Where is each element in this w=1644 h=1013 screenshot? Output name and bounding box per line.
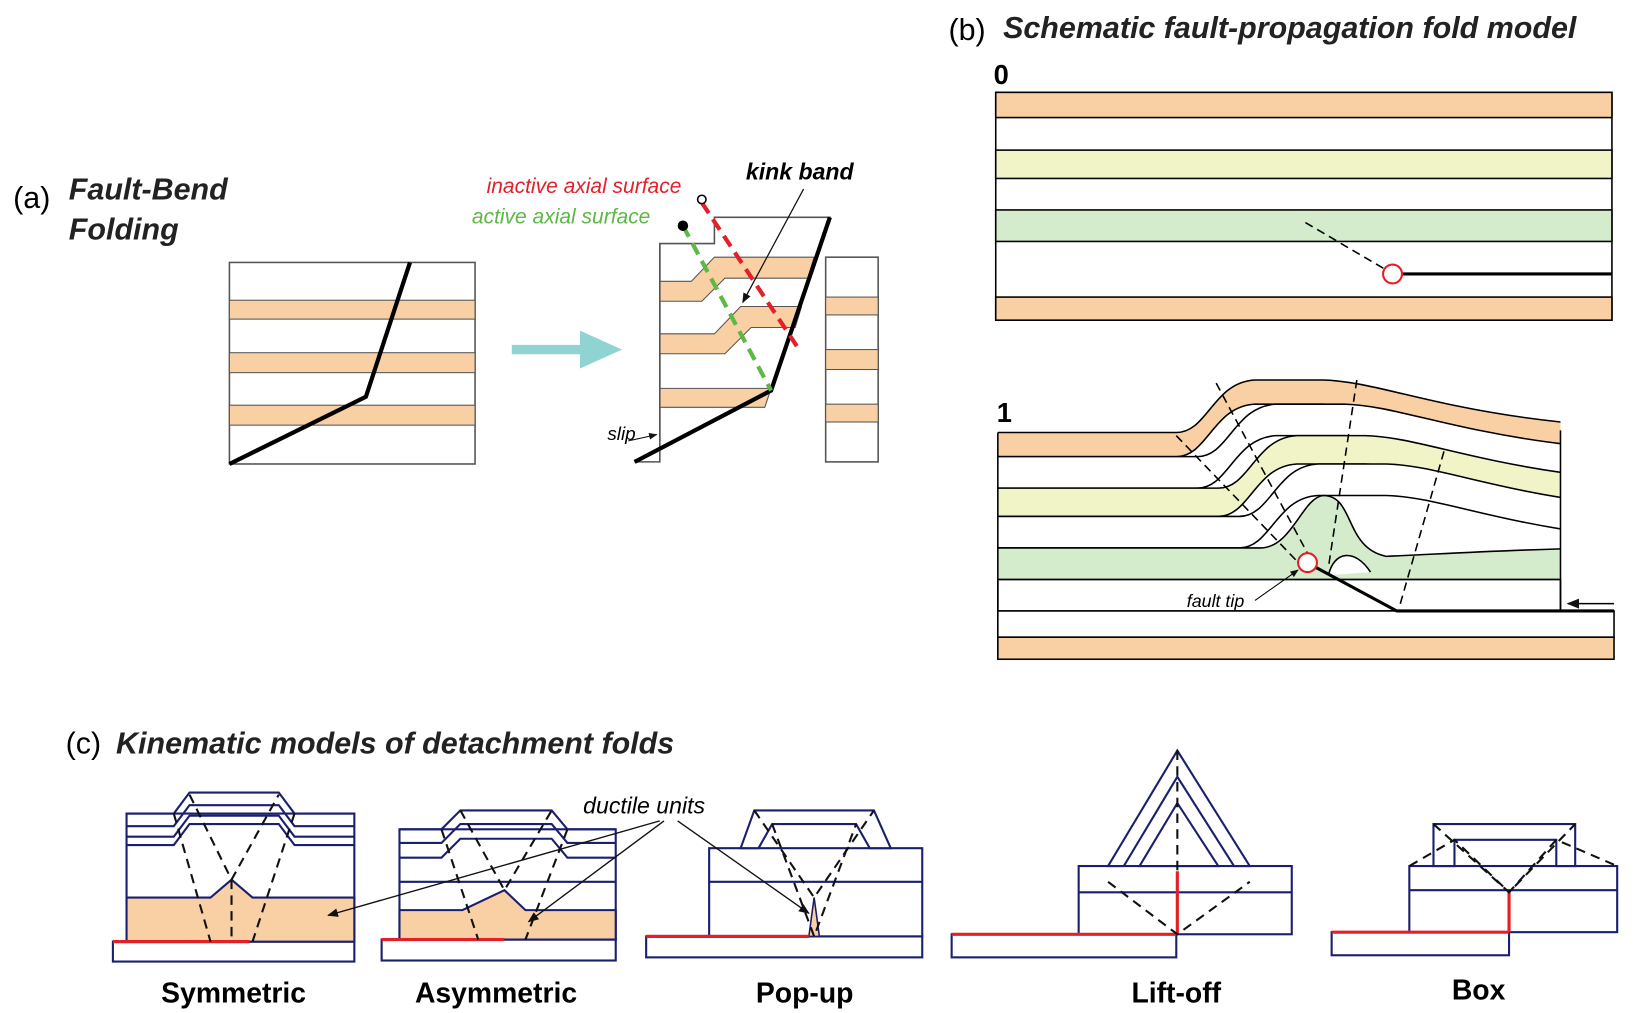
shape-rect xyxy=(646,936,922,957)
shape-rect xyxy=(998,611,1614,637)
shape-rect xyxy=(998,637,1614,659)
marker-circle xyxy=(678,220,688,230)
shape xyxy=(741,810,891,848)
shape-rect xyxy=(229,300,475,319)
group xyxy=(840,380,1644,579)
shape-rect xyxy=(382,940,616,961)
stage-label: 0 xyxy=(994,59,1009,90)
outline xyxy=(127,793,355,814)
annotation: slip xyxy=(607,424,635,445)
shape-rect xyxy=(113,942,354,962)
shape-rect xyxy=(826,297,878,315)
annotation: active axial surface xyxy=(472,206,650,229)
shape-rect xyxy=(996,92,1612,117)
shape-rect xyxy=(229,353,475,373)
model-label: Asymmetric xyxy=(415,978,577,1010)
group xyxy=(996,92,1612,320)
model-label: Box xyxy=(1452,974,1506,1006)
shape-rect xyxy=(998,579,1561,610)
annotation: kink band xyxy=(746,159,855,185)
stage-label: 1 xyxy=(997,397,1012,428)
shape xyxy=(1433,824,1575,866)
panel-title: Schematic fault-propagation fold model xyxy=(1003,11,1577,45)
shape-rect xyxy=(826,350,878,370)
marker-circle xyxy=(1298,553,1317,572)
shape-rect xyxy=(1409,866,1617,932)
model-label: Pop-up xyxy=(756,978,854,1010)
figure: (a) Fault-Bend Folding inactive axial su… xyxy=(0,0,1644,1013)
annotation: inactive axial surface xyxy=(487,175,682,198)
model-label: Lift-off xyxy=(1131,978,1221,1010)
panel-a: (a) Fault-Bend Folding inactive axial su… xyxy=(13,159,878,464)
shape-rect xyxy=(826,404,878,422)
shape-rect xyxy=(996,297,1612,320)
shape-rect xyxy=(1079,866,1292,934)
marker-circle xyxy=(1383,265,1402,284)
panel-label: (b) xyxy=(948,13,985,47)
shape-rect xyxy=(996,92,1612,320)
panel-title: Folding xyxy=(69,212,179,246)
panel-c: (c) Kinematic models of detachment folds xyxy=(66,727,1618,1010)
shape-rect xyxy=(1332,932,1509,955)
marker-circle xyxy=(698,195,706,203)
shape-rect xyxy=(952,934,1177,957)
panel-title: Kinematic models of detachment folds xyxy=(116,727,674,761)
annotation: ductile units xyxy=(583,793,705,819)
shape-rect xyxy=(996,150,1612,178)
panel-label: (a) xyxy=(13,181,50,215)
model-label: Symmetric xyxy=(161,978,306,1010)
shape xyxy=(580,331,622,369)
shape-rect xyxy=(996,210,1612,241)
panel-title: Fault-Bend xyxy=(69,172,229,206)
annotation: fault tip xyxy=(1187,591,1245,611)
shape-rect xyxy=(229,405,475,425)
panel-b: (b) Schematic fault-propagation fold mod… xyxy=(840,11,1644,659)
panel-label: (c) xyxy=(66,727,102,761)
